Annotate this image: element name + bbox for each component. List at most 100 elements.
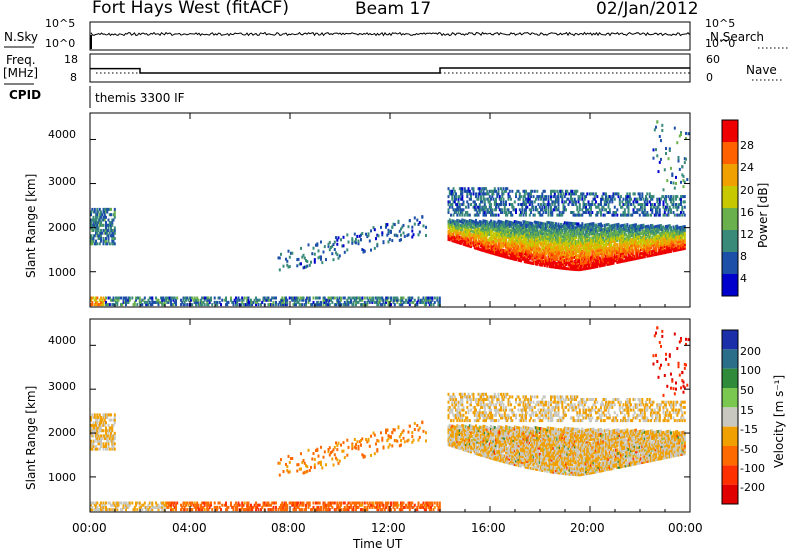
power-cell [98,218,101,222]
power-cell [308,298,311,302]
power-cell [536,244,539,248]
power-cell [536,189,539,193]
power-cell [478,241,481,245]
power-cell [455,197,457,201]
power-cell [668,197,671,201]
power-cell [163,300,166,304]
power-cell [630,252,632,256]
power-cell [630,203,632,206]
power-cell [553,192,556,196]
power-cell [196,298,199,302]
power-cell [126,298,129,302]
power-cell [591,266,594,269]
power-cell [520,239,522,243]
power-cell [461,232,464,236]
power-cell [587,211,590,214]
power-cell [91,242,94,246]
power-cell [596,233,599,237]
power-cell [533,230,536,234]
power-cell [472,224,475,228]
power-cell [491,192,494,196]
power-cell [533,256,536,260]
power-cell [588,228,591,232]
power-cell [197,303,200,307]
power-cell [551,211,554,214]
power-cell [457,225,460,229]
velocity-cell [455,441,457,445]
power-cell [561,189,564,193]
power-cell [553,243,556,247]
power-cell [627,242,630,246]
power-cell [520,231,522,235]
power-cell [315,296,317,300]
power-cell [376,303,379,307]
power-cell [677,244,680,248]
power-cell [112,229,115,232]
power-cell [540,195,542,199]
power-cell [416,303,419,307]
power-cell [281,303,284,307]
power-cell [451,192,454,196]
power-cell [661,229,664,233]
power-cell [540,197,542,201]
power-cell [588,264,591,268]
power-cell [501,192,504,196]
power-cell [248,303,251,307]
power-cell [558,238,561,242]
power-cell [95,223,97,227]
power-cell [506,249,509,253]
power-cell [500,211,502,214]
power-cell [522,234,525,238]
power-cell [95,218,97,222]
power-cell [661,243,664,247]
power-cell [456,224,459,228]
power-cell [606,251,609,254]
power-cell [496,235,499,239]
power-cell [518,221,521,225]
power-cell [672,181,675,185]
power-cell [570,247,572,251]
power-cell [566,251,569,255]
power-cell [677,156,680,160]
power-cell [581,192,584,196]
power-cell [555,261,557,265]
power-cell [433,300,436,304]
power-cell [573,265,576,269]
power-cell [566,225,569,229]
power-cell [601,240,604,244]
power-cell [462,208,465,212]
power-cell [506,228,509,232]
power-cell [93,210,96,214]
power-cell [500,228,502,232]
velocity-cell [447,405,450,409]
power-cell [482,189,485,193]
power-cell [472,222,475,226]
power-cell [642,245,645,249]
velocity-cell [450,419,452,423]
power-cell [645,213,647,217]
power-cell [550,265,552,269]
power-cell [581,208,584,212]
power-cell [538,229,541,233]
power-cell [448,238,451,242]
power-cell [586,235,589,239]
power-cell [515,242,517,246]
power-cell [475,236,477,240]
power-cell [591,252,594,256]
power-cell [133,303,136,307]
power-cell [297,257,300,261]
power-cell [485,224,487,227]
power-cell [613,251,616,255]
power-cell [631,241,634,245]
power-cell [413,298,416,302]
power-cell [557,240,560,244]
power-cell [462,222,465,226]
power-cell [360,298,362,302]
power-cell [491,235,494,239]
power-cell [608,230,611,234]
power-cell [675,234,677,238]
power-cell [635,251,637,254]
power-cell [481,192,484,196]
power-cell [401,303,404,307]
velocity-cell [455,439,457,443]
